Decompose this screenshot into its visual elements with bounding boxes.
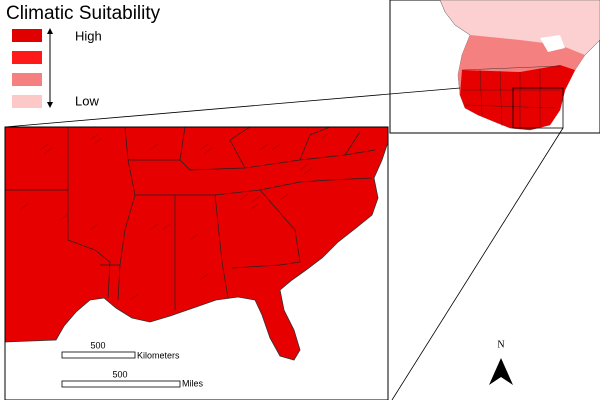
inset-map — [389, 0, 600, 134]
scale-value: 500 — [112, 369, 127, 379]
legend-swatch — [12, 95, 42, 108]
scale-unit: Miles — [182, 378, 204, 388]
main-map — [4, 126, 389, 401]
scale-value: 500 — [90, 340, 105, 350]
north-arrow — [489, 358, 513, 385]
scale-bar — [61, 380, 181, 388]
inset-borders — [461, 65, 561, 128]
connector-line — [4, 87, 461, 128]
legend-swatch — [12, 51, 42, 64]
scale-bar — [61, 351, 136, 359]
scale-unit: Kilometers — [137, 350, 180, 360]
north-label: N — [497, 339, 504, 350]
legend-low: Low — [75, 93, 99, 108]
land — [4, 126, 389, 361]
hatch-patches — [19, 133, 329, 301]
inset-bay — [540, 35, 565, 52]
legend-high: High — [75, 28, 102, 43]
state-borders — [5, 126, 376, 310]
connector-line — [391, 127, 564, 401]
legend-swatch — [12, 73, 42, 86]
inset-south — [460, 65, 575, 130]
legend-title: Climatic Suitability — [6, 3, 161, 24]
inset-extent-box — [512, 87, 564, 129]
legend-swatch — [12, 29, 42, 42]
